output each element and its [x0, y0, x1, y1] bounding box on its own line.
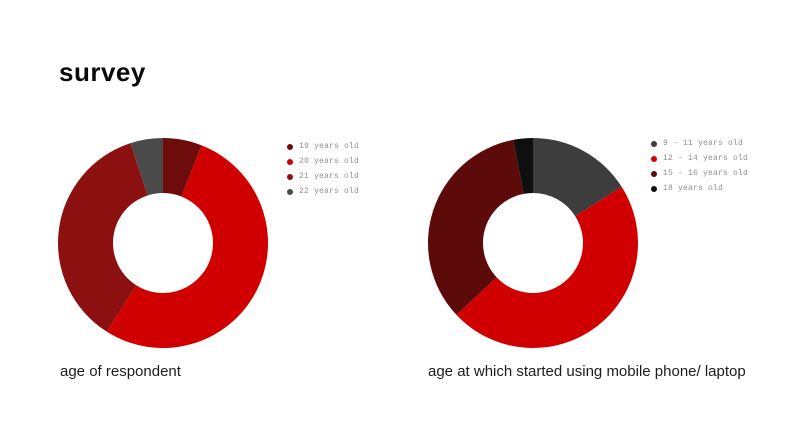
legend-item: 18 years old [651, 181, 748, 196]
page-title: survey [59, 57, 146, 87]
legend-label: 9 - 11 years old [663, 139, 744, 148]
legend-label: 20 years old [299, 157, 360, 166]
legend-age-of-respondent: 19 years old 20 years old 21 years old 2… [287, 139, 359, 199]
chart-caption: age of respondent [60, 363, 181, 380]
legend-color-dot-icon [287, 143, 293, 150]
donut-slice-12---14-years-old [456, 186, 638, 348]
legend-color-dot-icon [651, 140, 657, 147]
donut-slice-18-years-old [513, 138, 533, 194]
legend-color-dot-icon [287, 173, 293, 180]
legend-label: 21 years old [299, 172, 360, 181]
donut-slice-22-years-old [130, 138, 163, 196]
legend-color-dot-icon [651, 155, 657, 162]
legend-label: 22 years old [299, 187, 360, 196]
legend-color-dot-icon [287, 158, 293, 165]
legend-label: 18 years old [663, 184, 724, 193]
donut-slice-20-years-old [106, 145, 268, 348]
legend-item: 20 years old [287, 154, 359, 169]
legend-color-dot-icon [651, 185, 657, 192]
chart-age-started-using-devices [428, 138, 638, 348]
legend-item: 21 years old [287, 169, 359, 184]
donut-slice-19-years-old [163, 138, 202, 197]
legend-item: 9 - 11 years old [651, 136, 748, 151]
legend-label: 12 - 14 years old [663, 154, 749, 163]
legend-item: 12 - 14 years old [651, 151, 748, 166]
donut-slice-21-years-old [58, 143, 148, 332]
legend-color-dot-icon [287, 188, 293, 195]
legend-item: 19 years old [287, 139, 359, 154]
legend-item: 15 - 16 years old [651, 166, 748, 181]
legend-age-started-using-devices: 9 - 11 years old 12 - 14 years old 15 - … [651, 136, 748, 196]
chart-age-of-respondent [58, 138, 268, 348]
legend-label: 15 - 16 years old [663, 169, 749, 178]
chart-caption: age at which started using mobile phone/… [428, 363, 746, 380]
legend-color-dot-icon [651, 170, 657, 177]
donut-slice-15---16-years-old [428, 139, 524, 315]
legend-item: 22 years old [287, 184, 359, 199]
donut-chart-age-of-respondent [58, 138, 268, 348]
donut-slice-9---11-years-old [533, 138, 622, 217]
legend-label: 19 years old [299, 142, 360, 151]
donut-chart-age-started-using-devices [428, 138, 638, 348]
